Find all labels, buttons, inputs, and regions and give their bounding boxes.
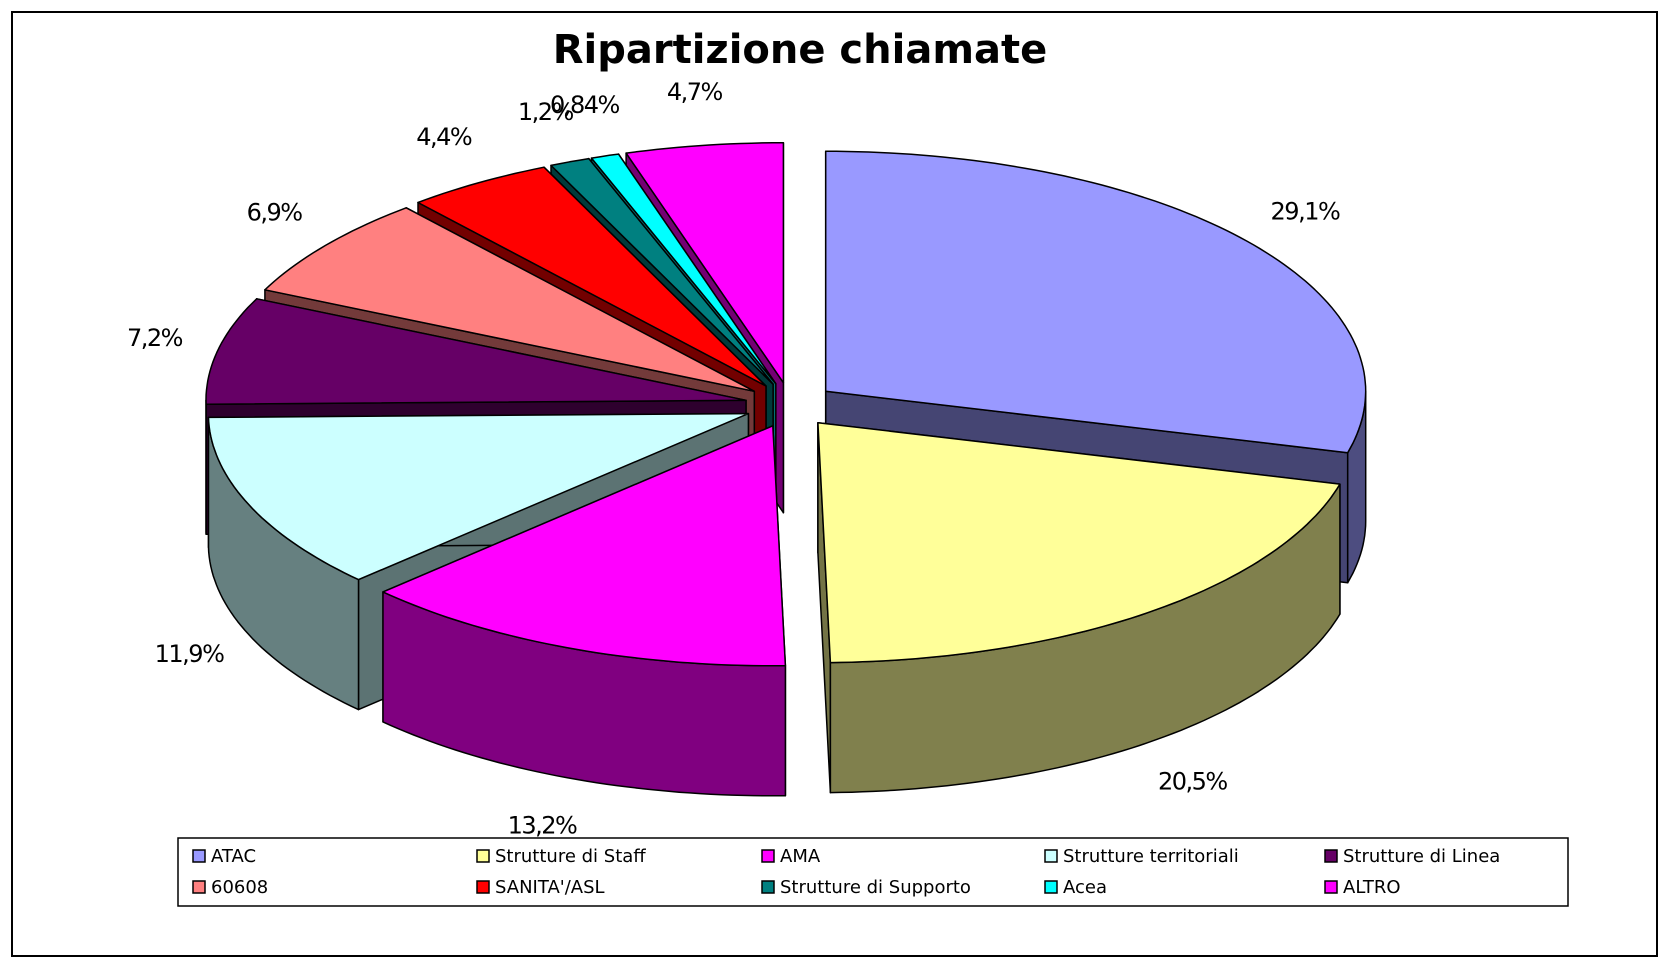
legend-swatch [1044,849,1058,863]
slice [207,412,750,581]
data-label: 13,2% [508,811,577,839]
slice [824,150,1367,454]
legend-label: Strutture di Staff [495,846,646,867]
legend-label: Strutture di Linea [1343,846,1500,867]
data-label: 4,4% [416,123,472,151]
data-label: 11,9% [155,640,224,668]
legend-swatch [192,880,206,894]
pie: 29,1% 20,5% 13,2% 11,9% 7,2% 6,9% 4,4% 1,2%0,84… [127,78,1367,839]
legend: ATAC Strutture di Staff AMA Strutture terri… [192,846,1500,898]
legend-swatch [1324,849,1338,863]
data-label: 4,7% [667,78,723,106]
legend-swatch [1044,880,1058,894]
data-label: 20,5% [1158,768,1227,796]
slice [590,153,777,385]
legend-label: ALTRO [1343,877,1401,898]
slice [264,207,756,393]
data-label: 7,2% [127,324,183,352]
legend-label: Acea [1063,877,1107,898]
data-label: 0,84% [550,91,619,119]
legend-swatch [476,849,490,863]
slice [205,298,747,405]
legend-label: AMA [780,846,821,867]
slice [817,421,1341,664]
legend-swatch [192,849,206,863]
legend-label: Strutture territoriali [1063,846,1239,867]
legend-swatch [761,849,775,863]
legend-swatch [476,880,490,894]
slice [382,425,787,667]
slice [417,166,767,387]
data-label: 6,9% [247,198,303,226]
slice [550,157,774,385]
legend-swatch [761,880,775,894]
data-label: 1,2% [518,98,574,126]
legend-label: Strutture di Supporto [780,877,971,898]
legend-label: SANITA'/ASL [495,877,605,898]
chart-title: Ripartizione chiamate [553,27,1048,73]
data-label: 29,1% [1271,198,1340,226]
legend-label: 60608 [211,877,268,898]
legend-label: ATAC [211,846,256,867]
legend-swatch [1324,880,1338,894]
slice [625,141,785,384]
